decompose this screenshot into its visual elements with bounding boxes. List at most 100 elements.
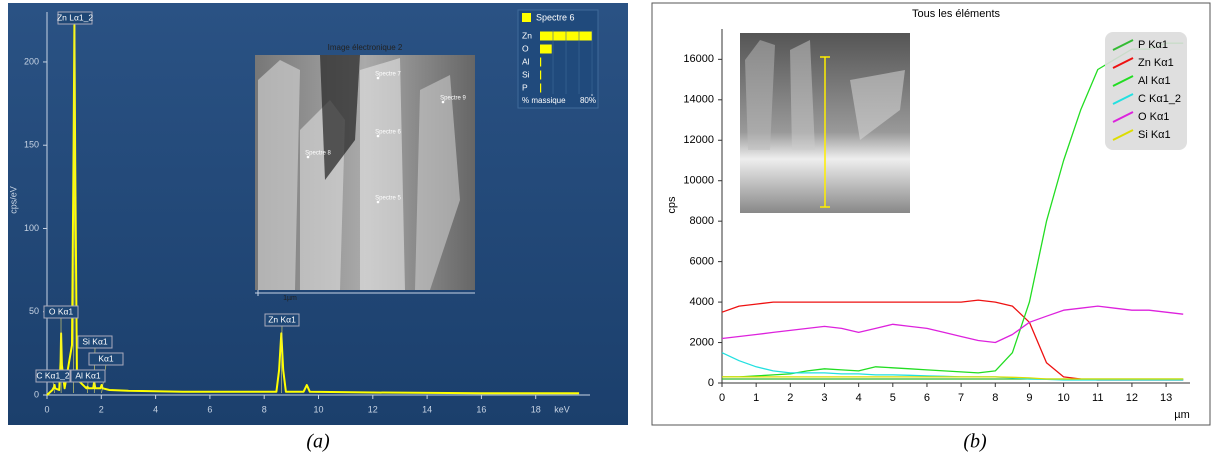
y-tick-label: 4000 <box>690 296 714 308</box>
y-tick-label: 8000 <box>690 215 714 227</box>
annotation-box <box>70 369 106 383</box>
category-label: Zn <box>522 30 532 40</box>
composition-box <box>517 9 599 109</box>
y-tick-label: 2000 <box>690 336 714 348</box>
annotation: Si Kα1 <box>82 336 108 346</box>
x-tick-label: 6 <box>924 392 930 404</box>
annotation-leader <box>87 381 89 394</box>
y-tick-label: 6000 <box>690 256 714 268</box>
x-tick-label: 10 <box>313 404 323 414</box>
spot-label: Spectre 5 <box>375 196 401 202</box>
category-label: P <box>522 82 528 92</box>
annotation-box <box>57 11 93 25</box>
annotation-box <box>43 305 79 319</box>
legend-swatch <box>1112 93 1134 105</box>
category-label: O <box>522 43 529 53</box>
legend-swatch <box>1112 129 1134 141</box>
series-line <box>722 376 1184 380</box>
y-tick-label: 12000 <box>683 134 714 146</box>
chart-title: Tous les éléments <box>912 8 1001 20</box>
annotation-box <box>88 352 124 366</box>
x-tick-label: 1 <box>753 392 759 404</box>
y-tick-label: 150 <box>24 140 39 150</box>
x-tick-label: 3 <box>821 392 827 404</box>
series-line <box>721 305 1184 344</box>
legend-swatch <box>522 13 531 22</box>
x-tick-label: 4 <box>856 392 862 404</box>
spot-marker <box>376 200 380 204</box>
spot-label: Spectre 9 <box>440 96 466 102</box>
category-label: Al <box>522 56 530 66</box>
legend-label: Si Kα1 <box>1138 129 1171 141</box>
x-tick-label: 6 <box>207 404 212 414</box>
legend-label: O Kα1 <box>1138 111 1169 123</box>
sem-image <box>255 55 475 290</box>
x-tick-label: 12 <box>1126 392 1138 404</box>
x-tick-label: 13 <box>1160 392 1172 404</box>
x-tick-label: 18 <box>531 404 541 414</box>
legend-label: Al Kα1 <box>1138 75 1171 87</box>
annotation-leader <box>281 325 283 394</box>
annotation: Al Kα1 <box>75 370 101 380</box>
annotation-leader <box>52 381 55 394</box>
legend-label: P Kα1 <box>1138 39 1168 51</box>
x-tick-label: 10 <box>1057 392 1069 404</box>
y-axis-label: cps/eV <box>8 186 18 214</box>
x-tick-label: 9 <box>1026 392 1032 404</box>
bar <box>540 70 542 80</box>
spot-label: Spectre 8 <box>305 151 331 157</box>
panel-a: 1µm Image électronique 2 0 50 100 150 200 0 2 4… <box>8 3 628 425</box>
caption: (a) <box>306 431 330 453</box>
annotation-box <box>77 335 113 349</box>
legend-swatch <box>1112 111 1134 123</box>
annotation: Zn Lα1_2 <box>57 12 93 22</box>
annotation: C Kα1_2 <box>36 370 70 380</box>
x-tick-label: 7 <box>958 392 964 404</box>
x-axis-label: % massique <box>522 96 566 105</box>
x-tick-label: 8 <box>262 404 267 414</box>
x-tick-label: 2 <box>787 392 793 404</box>
legend-swatch <box>1112 39 1134 51</box>
spot-marker <box>441 100 445 104</box>
sem-image-b <box>740 33 910 213</box>
x-tick-label: 4 <box>153 404 158 414</box>
annotation-box <box>264 313 300 327</box>
x-tick-label: 0 <box>719 392 725 404</box>
legend-swatch <box>1112 75 1134 87</box>
annotation-leader <box>73 23 76 394</box>
bar <box>540 44 552 54</box>
spot-marker <box>376 76 380 80</box>
y-tick-label: 100 <box>24 223 39 233</box>
annotation: O Kα1 <box>49 306 74 316</box>
x-tick-label: 80% <box>580 96 596 105</box>
x-axis-label: µm <box>1174 409 1190 421</box>
x-tick-label: 12 <box>368 404 378 414</box>
x-tick-label: 16 <box>476 404 486 414</box>
y-tick-label: 0 <box>34 389 39 399</box>
y-tick-label: 200 <box>24 56 39 66</box>
legend-title: Spectre 6 <box>536 12 575 22</box>
legend-label: C Kα1_2 <box>1138 93 1181 105</box>
x-tick-label: 11 <box>1092 392 1103 404</box>
y-tick-label: 16000 <box>683 53 714 65</box>
spot-label: Spectre 6 <box>375 130 401 136</box>
scale-label: 1µm <box>283 295 297 302</box>
x-tick-label: 2 <box>99 404 104 414</box>
x-tick-label: 5 <box>890 392 896 404</box>
y-tick-label: 0 <box>708 377 714 389</box>
bar <box>540 57 542 67</box>
spot-label: Spectre 7 <box>375 72 401 78</box>
x-tick-label: 14 <box>422 404 432 414</box>
legend-swatch <box>1112 57 1134 69</box>
y-tick-label: 10000 <box>683 175 714 187</box>
x-tick-label: 8 <box>992 392 998 404</box>
x-axis-label: keV <box>554 404 570 414</box>
annotation: Kα1 <box>98 353 114 363</box>
y-tick-label: 50 <box>29 306 39 316</box>
y-axis-label: cps <box>666 196 678 214</box>
inset-title: Image électronique 2 <box>328 43 403 52</box>
bar <box>540 83 542 93</box>
x-tick-label: 0 <box>44 404 49 414</box>
spot-marker <box>306 155 310 159</box>
annotation: Zn Kα1 <box>268 314 296 324</box>
